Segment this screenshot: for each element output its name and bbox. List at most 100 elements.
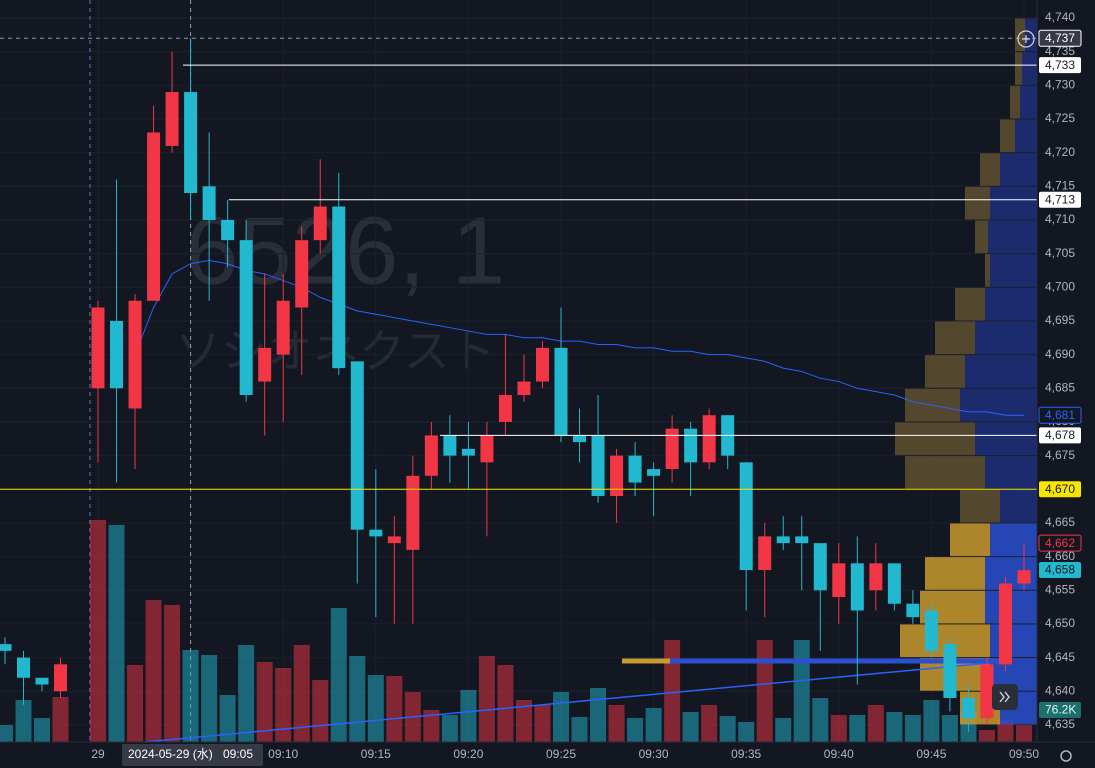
- price-tag-label: 4,670: [1045, 482, 1075, 496]
- volume-tag: [1039, 702, 1081, 718]
- volume-bar: [238, 645, 255, 742]
- candle-body: [369, 529, 383, 537]
- crosshair-time: 09:05: [223, 747, 253, 761]
- candle-body: [924, 610, 938, 651]
- y-tick-label: 4,705: [1045, 246, 1075, 260]
- y-tick-label: 4,645: [1045, 650, 1075, 664]
- profile-buy: [990, 624, 1037, 658]
- y-tick-label: 4,685: [1045, 380, 1075, 394]
- candle-body: [591, 435, 605, 497]
- candle-body: [498, 395, 512, 422]
- candle-body: [110, 320, 124, 389]
- price-tag: [1038, 534, 1082, 552]
- price-tag-label: 4,733: [1045, 58, 1075, 72]
- volume-bar: [52, 697, 69, 742]
- price-tag: [1039, 427, 1081, 444]
- y-tick-label: 4,715: [1045, 178, 1075, 192]
- settings-button[interactable]: [1060, 750, 1072, 762]
- profile-buy: [975, 422, 1037, 456]
- profile-buy: [960, 388, 1037, 422]
- volume-bar: [312, 680, 329, 742]
- profile-buy: [965, 355, 1037, 388]
- volume-bar: [0, 725, 13, 742]
- volume-bar: [330, 608, 347, 742]
- x-tick-label: 09:40: [824, 747, 854, 761]
- volume-bar: [293, 645, 310, 742]
- y-tick-label: 4,730: [1045, 77, 1075, 91]
- y-tick-label: 4,740: [1045, 10, 1075, 24]
- profile-buy: [1015, 119, 1037, 153]
- candle-body: [258, 347, 272, 382]
- candle-body: [295, 240, 309, 308]
- candle-body: [443, 435, 457, 456]
- candle-body: [221, 219, 235, 241]
- profile-buy: [990, 186, 1037, 220]
- candle-body: [813, 543, 827, 591]
- profile-buy: [985, 456, 1037, 489]
- profile-sell: [905, 456, 985, 489]
- volume-bar: [775, 718, 792, 742]
- profile-sell: [965, 186, 990, 220]
- candle-body: [702, 415, 716, 463]
- volume-bar: [849, 715, 866, 742]
- volume-bar: [608, 705, 625, 742]
- scroll-button[interactable]: [992, 684, 1018, 710]
- profile-sell: [1010, 85, 1020, 119]
- price-tag-label: 4,681: [1045, 408, 1075, 422]
- x-tick-label: 09:50: [1009, 747, 1039, 761]
- candle-body: [554, 347, 568, 436]
- candle-body: [869, 563, 883, 591]
- candle-body: [17, 657, 30, 678]
- crosshair-date: 2024-05-29 (水): [128, 747, 213, 761]
- volume-bar: [108, 525, 125, 742]
- profile-sell: [950, 523, 990, 557]
- candle-body: [906, 603, 920, 618]
- price-tag-label: 4,713: [1045, 192, 1075, 206]
- volume-bar: [590, 688, 607, 742]
- volume-bar: [830, 715, 847, 742]
- candle-body: [610, 455, 624, 497]
- y-tick-label: 4,725: [1045, 111, 1075, 125]
- scroll-icon: [999, 691, 1010, 703]
- profile-buy: [1000, 153, 1037, 186]
- candle-body: [184, 92, 198, 194]
- volume-bar: [145, 600, 162, 742]
- y-tick-label: 4,665: [1045, 515, 1075, 529]
- volume-bar: [534, 705, 551, 742]
- y-tick-label: 4,675: [1045, 448, 1075, 462]
- profile-sell: [1015, 18, 1025, 52]
- x-tick-label: 09:15: [361, 747, 391, 761]
- volume-bar: [627, 718, 644, 742]
- profile-sell: [925, 355, 965, 388]
- volume-tag-label: 76.2K: [1045, 703, 1076, 717]
- add-icon: [1022, 35, 1030, 43]
- candle-body: [850, 563, 864, 611]
- volume-bar: [793, 640, 810, 742]
- y-tick-label: 4,710: [1045, 212, 1075, 226]
- profile-sell: [1015, 52, 1022, 85]
- volume-bar: [256, 662, 273, 742]
- price-tag-label: 4,737: [1045, 31, 1075, 45]
- candle-body: [647, 469, 661, 476]
- profile-sell: [1000, 119, 1015, 153]
- price-tag: [1039, 57, 1081, 74]
- candle-body: [998, 583, 1012, 665]
- profile-sell: [895, 422, 975, 456]
- volume-bar: [164, 605, 181, 742]
- add-button: [1017, 30, 1035, 48]
- volume-bar: [923, 700, 940, 742]
- volume-bar: [571, 717, 588, 742]
- x-tick-label: 09:10: [268, 747, 298, 761]
- candle-body: [832, 563, 846, 597]
- volume-bar: [978, 730, 995, 742]
- profile-buy: [1022, 52, 1037, 85]
- x-tick-label: 09:35: [731, 747, 761, 761]
- volume-bar: [738, 722, 755, 742]
- candle-body: [535, 347, 549, 382]
- profile-buy: [988, 220, 1037, 254]
- candle-body: [54, 664, 67, 692]
- volume-bar: [904, 715, 921, 742]
- price-tag: [1038, 29, 1082, 47]
- profile-sell: [985, 254, 990, 287]
